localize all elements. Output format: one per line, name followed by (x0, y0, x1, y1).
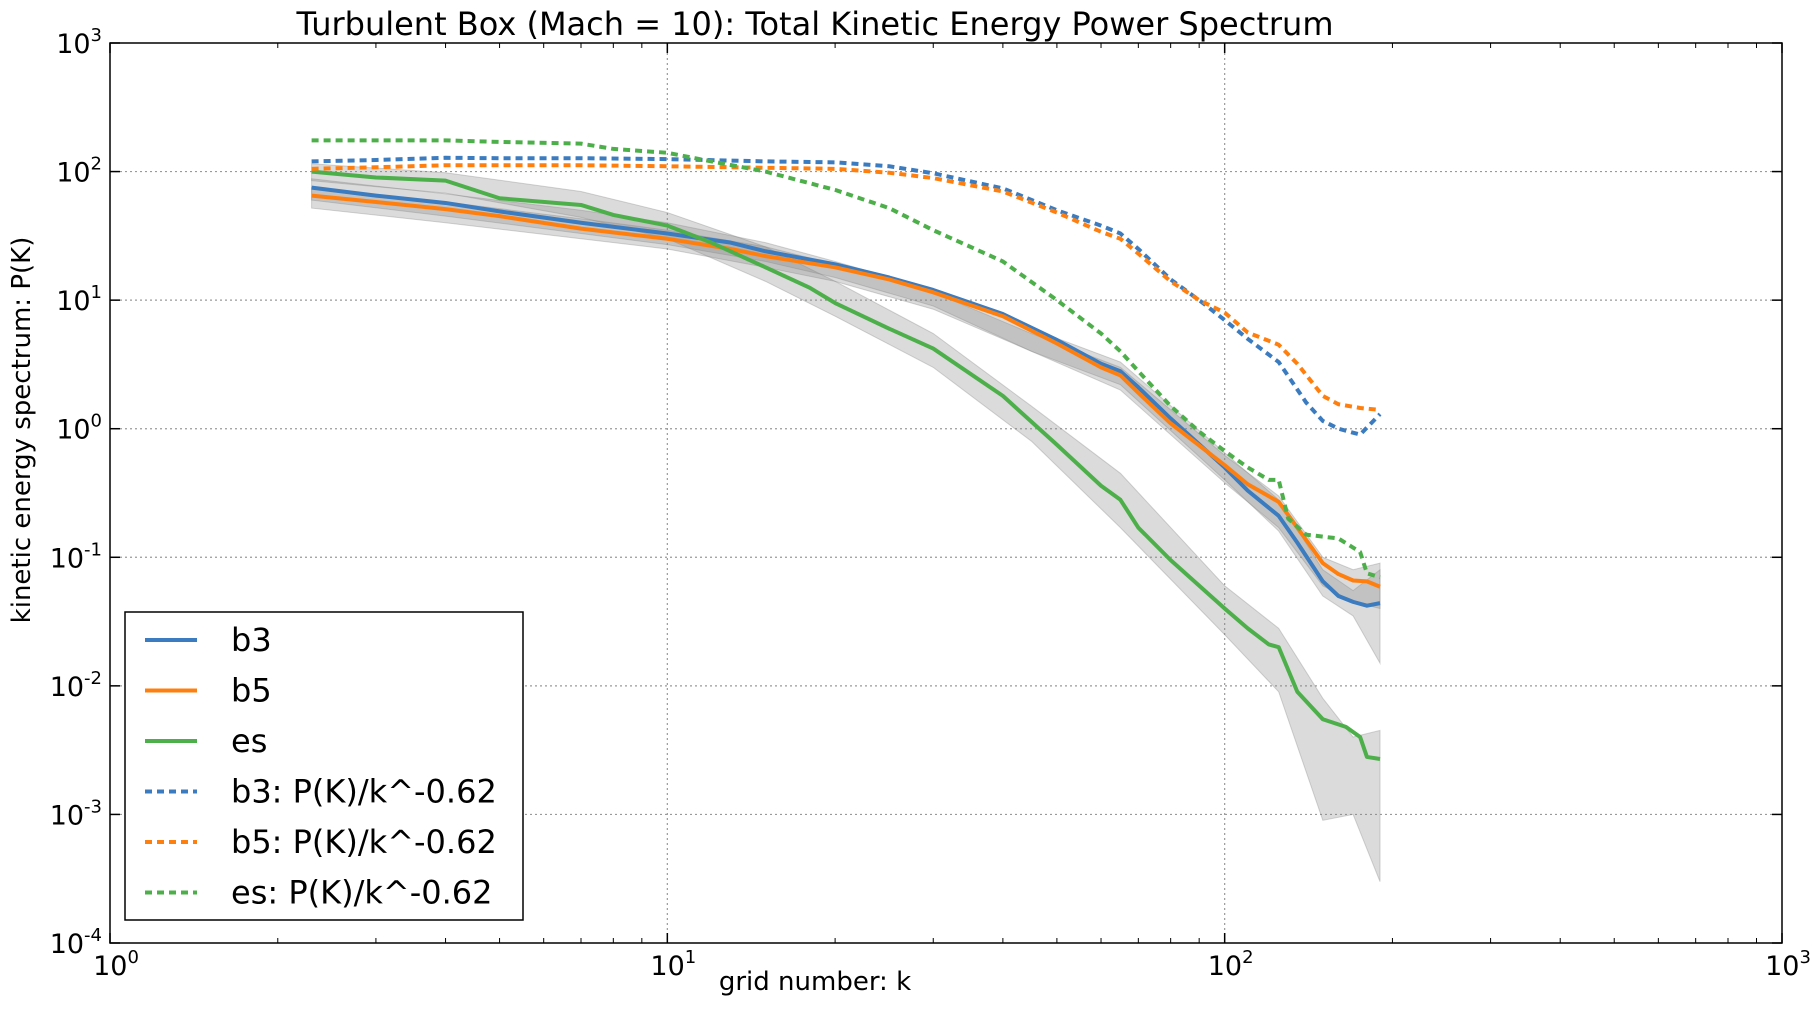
axis-ticks: 100 101 102 103 10-4 10-3 10-2 10-1 100 101 102 103 (50, 25, 1811, 982)
y-tick-label: 103 (56, 25, 102, 60)
x-tick-label: 100 (93, 947, 139, 982)
y-tick-label: 100 (56, 411, 102, 446)
series-line-b5 (311, 193, 1381, 589)
x-axis-label: grid number: k (719, 967, 911, 997)
series-line-es-p-k-k-0-62 (311, 138, 1381, 580)
legend-label-b3: b3 (231, 621, 272, 659)
y-tick-label: 10-3 (50, 796, 102, 831)
x-tick-label: 102 (1208, 947, 1254, 982)
legend-label-b3-p-k-k-0-62: b3: P(K)/k^-0.62 (231, 773, 497, 811)
legend: b3 b5 es b3: P(K)/k^-0.62 b5: P(K)/k^-0.62 es… (124, 611, 524, 921)
legend-label-es-p-k-k-0-62: es: P(K)/k^-0.62 (231, 874, 492, 912)
grid-lines (110, 43, 1782, 943)
legend-label-b5-p-k-k-0-62: b5: P(K)/k^-0.62 (231, 823, 497, 861)
legend-label-b5: b5 (231, 672, 272, 710)
band-b5 (311, 187, 1381, 610)
x-tick-label: 101 (650, 947, 696, 982)
series-line-b3-p-k-k-0-62 (311, 155, 1382, 437)
legend-label-es: es (231, 722, 267, 760)
y-tick-label: 10-1 (50, 539, 102, 574)
y-tick-label: 101 (56, 282, 102, 317)
y-tick-label: 102 (56, 154, 102, 189)
x-tick-label: 103 (1765, 947, 1811, 982)
series-line-es (311, 169, 1381, 761)
series-line-b3 (311, 185, 1381, 608)
series-line-b5-p-k-k-0-62 (311, 163, 1381, 412)
y-tick-label: 10-2 (50, 668, 102, 703)
legend-box (124, 611, 524, 921)
y-tick-label: 10-4 (50, 925, 102, 960)
series-lines (311, 138, 1382, 761)
y-axis-label: kinetic energy spectrum: P(K) (7, 237, 37, 624)
plot-frame (109, 42, 1783, 944)
chart-title: Turbulent Box (Mach = 10): Total Kinetic… (296, 5, 1334, 43)
